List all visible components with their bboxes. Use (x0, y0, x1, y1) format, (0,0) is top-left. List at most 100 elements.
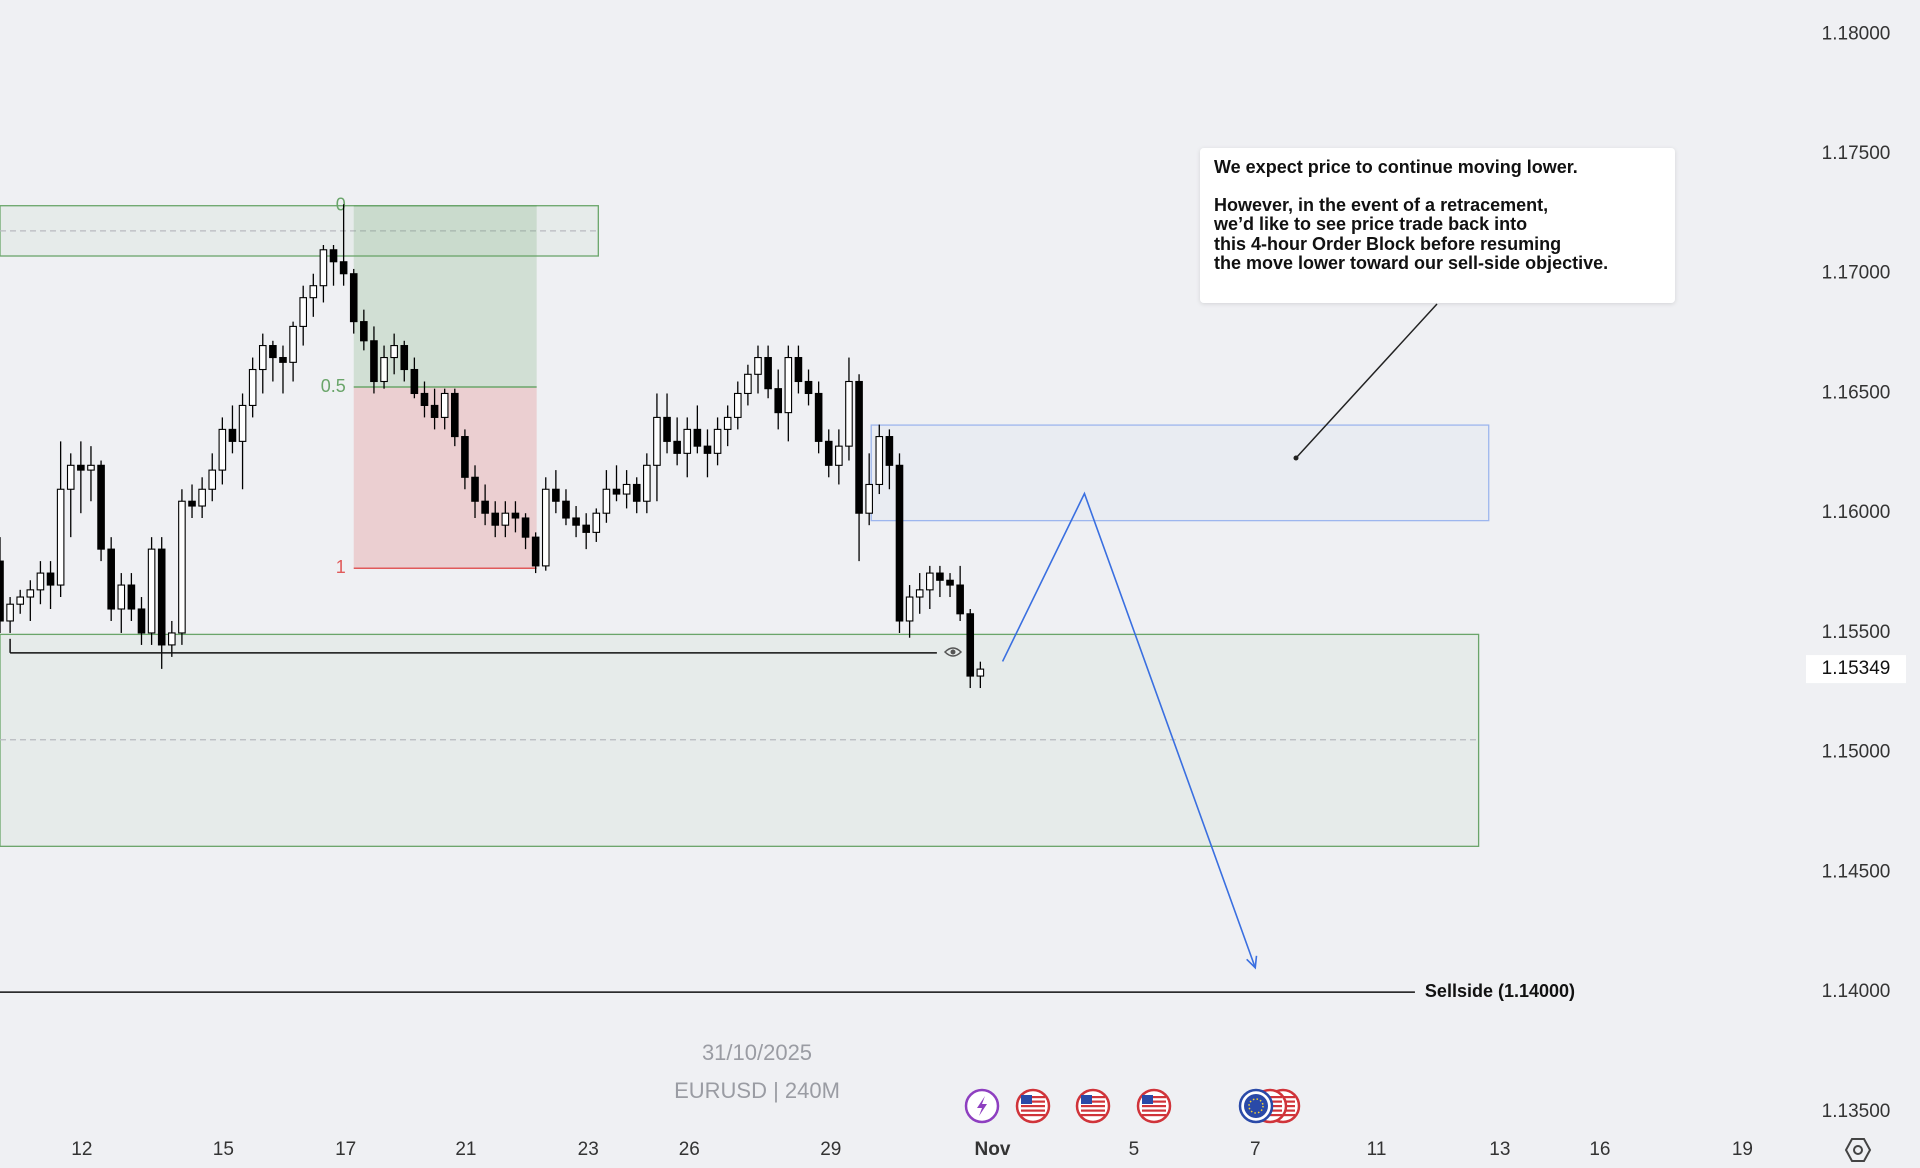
fib-label: 1 (336, 557, 346, 577)
candle-body (228, 428, 237, 442)
x-tick-label: 5 (1129, 1139, 1140, 1160)
last-price-label: 1.15349 (1822, 658, 1891, 679)
candle-body (360, 321, 368, 342)
candle-body (835, 445, 843, 466)
flag-stripe (1081, 1114, 1105, 1117)
candle-body (612, 488, 621, 495)
event-icons[interactable] (964, 1088, 1301, 1124)
flag-stripe (1142, 1096, 1166, 1099)
x-tick-label: 26 (679, 1139, 700, 1160)
candle-body (168, 632, 176, 646)
flag-stripe (1081, 1109, 1105, 1112)
candle-body (582, 524, 590, 533)
note-text: We expect price to continue moving lower… (1213, 157, 1608, 273)
note-line: the move lower toward our sell-side obje… (1214, 253, 1608, 273)
candle-body (117, 584, 126, 610)
flag-canton (1081, 1095, 1092, 1104)
projection-path (1001, 491, 1257, 969)
order-block (870, 424, 1490, 522)
candle-body (562, 500, 570, 519)
x-tick-label: 7 (1250, 1139, 1261, 1160)
candles (0, 204, 985, 689)
candle-body (349, 273, 358, 323)
candle-body (723, 416, 732, 430)
watermark-date: 31/10/2025 (702, 1040, 812, 1065)
event-icon[interactable] (1238, 1088, 1274, 1124)
flag-eu (1244, 1094, 1268, 1118)
candle-body (309, 285, 318, 299)
candle-body (258, 345, 267, 371)
x-tick-label: 19 (1732, 1139, 1753, 1160)
candle-body (572, 517, 580, 526)
candle-body (289, 325, 297, 363)
candle-body (845, 380, 853, 447)
candle-body (956, 584, 964, 615)
candle-body (693, 428, 702, 447)
candle-body (440, 392, 449, 418)
candle-body (814, 392, 823, 442)
x-tick-label: 16 (1589, 1139, 1610, 1160)
candle-body (188, 500, 196, 507)
candle-body (936, 572, 944, 581)
event-icon[interactable] (964, 1088, 1000, 1124)
y-tick-label: 1.16000 (1822, 502, 1891, 523)
settings-icon[interactable] (1844, 1138, 1872, 1162)
candle-body (764, 356, 772, 390)
candle-body (744, 373, 752, 395)
note-line: We expect price to continue moving lower… (1214, 157, 1578, 177)
candle-body (622, 483, 631, 495)
candle-body (895, 464, 904, 622)
watermark-symbol: EURUSD | 240M (674, 1078, 840, 1103)
candle-body (56, 488, 65, 586)
flag-stripe (1081, 1100, 1105, 1103)
callout-anchor (1293, 455, 1299, 461)
callout-connector (1295, 303, 1438, 459)
candle-body (713, 428, 722, 454)
candle-body (339, 261, 348, 275)
flag-stripe (1142, 1100, 1166, 1103)
note-line: this 4-hour Order Block before resuming (1214, 234, 1561, 254)
y-tick-label: 1.15000 (1822, 742, 1891, 763)
candle-body (976, 668, 985, 677)
candle-body (269, 345, 277, 359)
candle-body (794, 356, 803, 383)
candle-body (592, 512, 601, 533)
note-line: However, in the event of a retracement, (1214, 195, 1548, 215)
candle-body (137, 608, 146, 634)
event-icon[interactable] (1136, 1088, 1172, 1124)
event-icon[interactable] (1075, 1088, 1111, 1124)
candle-body (875, 436, 884, 486)
sellside-label: Sellside (1.14000) (1425, 981, 1575, 1001)
x-tick-label: 15 (213, 1139, 234, 1160)
y-tick-label: 1.17500 (1822, 143, 1891, 164)
candle-body (208, 469, 217, 490)
candle-body (521, 517, 530, 538)
flag-stripe (1021, 1100, 1045, 1103)
flag-stripe (1142, 1114, 1166, 1117)
candle-body (178, 500, 186, 634)
y-tick-label: 1.18000 (1822, 23, 1891, 44)
x-tick-label: 13 (1489, 1139, 1510, 1160)
flag-stripe (1142, 1105, 1166, 1108)
flag-stripe (1081, 1105, 1105, 1108)
candle-body (46, 572, 55, 586)
candle-body (6, 603, 14, 622)
candle-body (400, 345, 409, 371)
candle-body (703, 445, 712, 454)
candle-body (380, 356, 388, 383)
flag-canton (1142, 1095, 1153, 1104)
candle-body (481, 500, 489, 514)
x-tick-label: 21 (455, 1139, 476, 1160)
candle-body (248, 368, 257, 406)
candle-body (501, 512, 510, 526)
candle-body (66, 464, 75, 490)
candle-body (915, 589, 924, 598)
candle-body (653, 416, 661, 466)
fib-label: 0 (336, 194, 346, 214)
event-icon[interactable] (1015, 1088, 1051, 1124)
candle-body (885, 436, 894, 466)
candle-body (531, 536, 540, 567)
x-tick-label: 29 (820, 1139, 841, 1160)
y-tick-label: 1.15500 (1822, 622, 1891, 643)
